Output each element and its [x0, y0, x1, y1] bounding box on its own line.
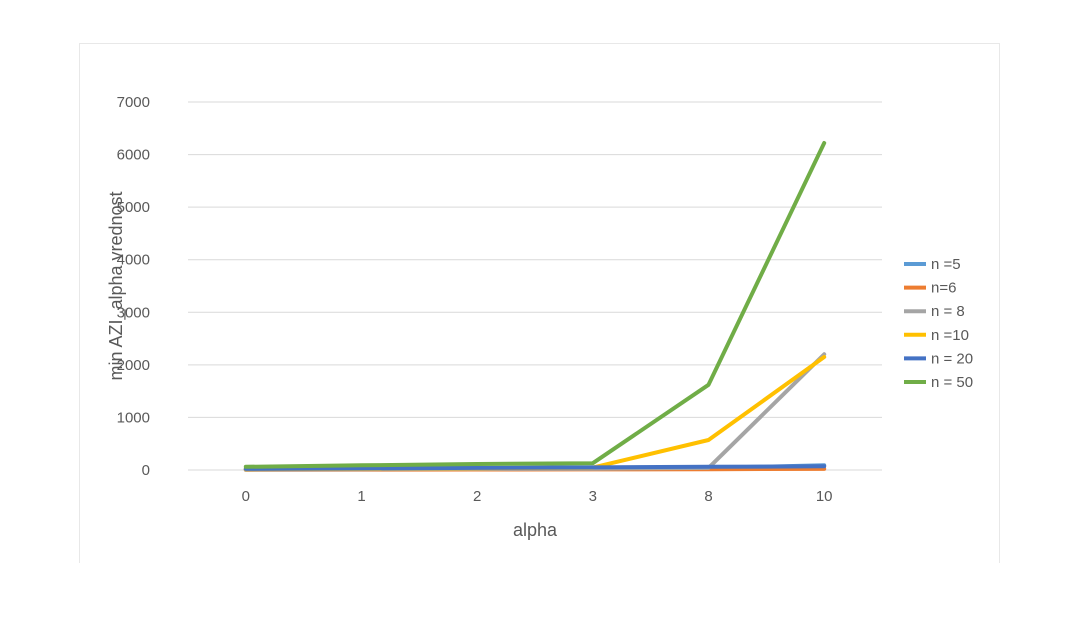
x-axis-ticks: 0 1 2 3 8 10 [242, 488, 833, 505]
legend-label: n =5 [931, 256, 961, 273]
gridlines [188, 102, 882, 470]
x-tick-label: 10 [816, 488, 833, 505]
series-line [246, 357, 824, 469]
legend-label: n=6 [931, 280, 956, 297]
x-tick-label: 8 [704, 488, 712, 505]
legend-label: n = 20 [931, 350, 973, 367]
legend-label: n =10 [931, 327, 969, 344]
y-tick-label: 1000 [117, 409, 150, 426]
legend-label: n = 8 [931, 303, 965, 320]
x-tick-label: 2 [473, 488, 481, 505]
x-tick-label: 3 [589, 488, 597, 505]
y-axis-title: min AZI_alpha vrednost [106, 191, 127, 380]
y-tick-label: 0 [142, 462, 150, 479]
legend: n =5 n=6 n = 8 n =10 n = 20 n = 50 [904, 256, 973, 391]
x-tick-label: 1 [357, 488, 365, 505]
series-line [246, 354, 824, 469]
x-tick-label: 0 [242, 488, 250, 505]
legend-label: n = 50 [931, 374, 973, 391]
y-tick-label: 7000 [117, 94, 150, 111]
y-tick-label: 6000 [117, 147, 150, 164]
series-lines [246, 143, 824, 470]
x-axis-title: alpha [513, 520, 558, 540]
